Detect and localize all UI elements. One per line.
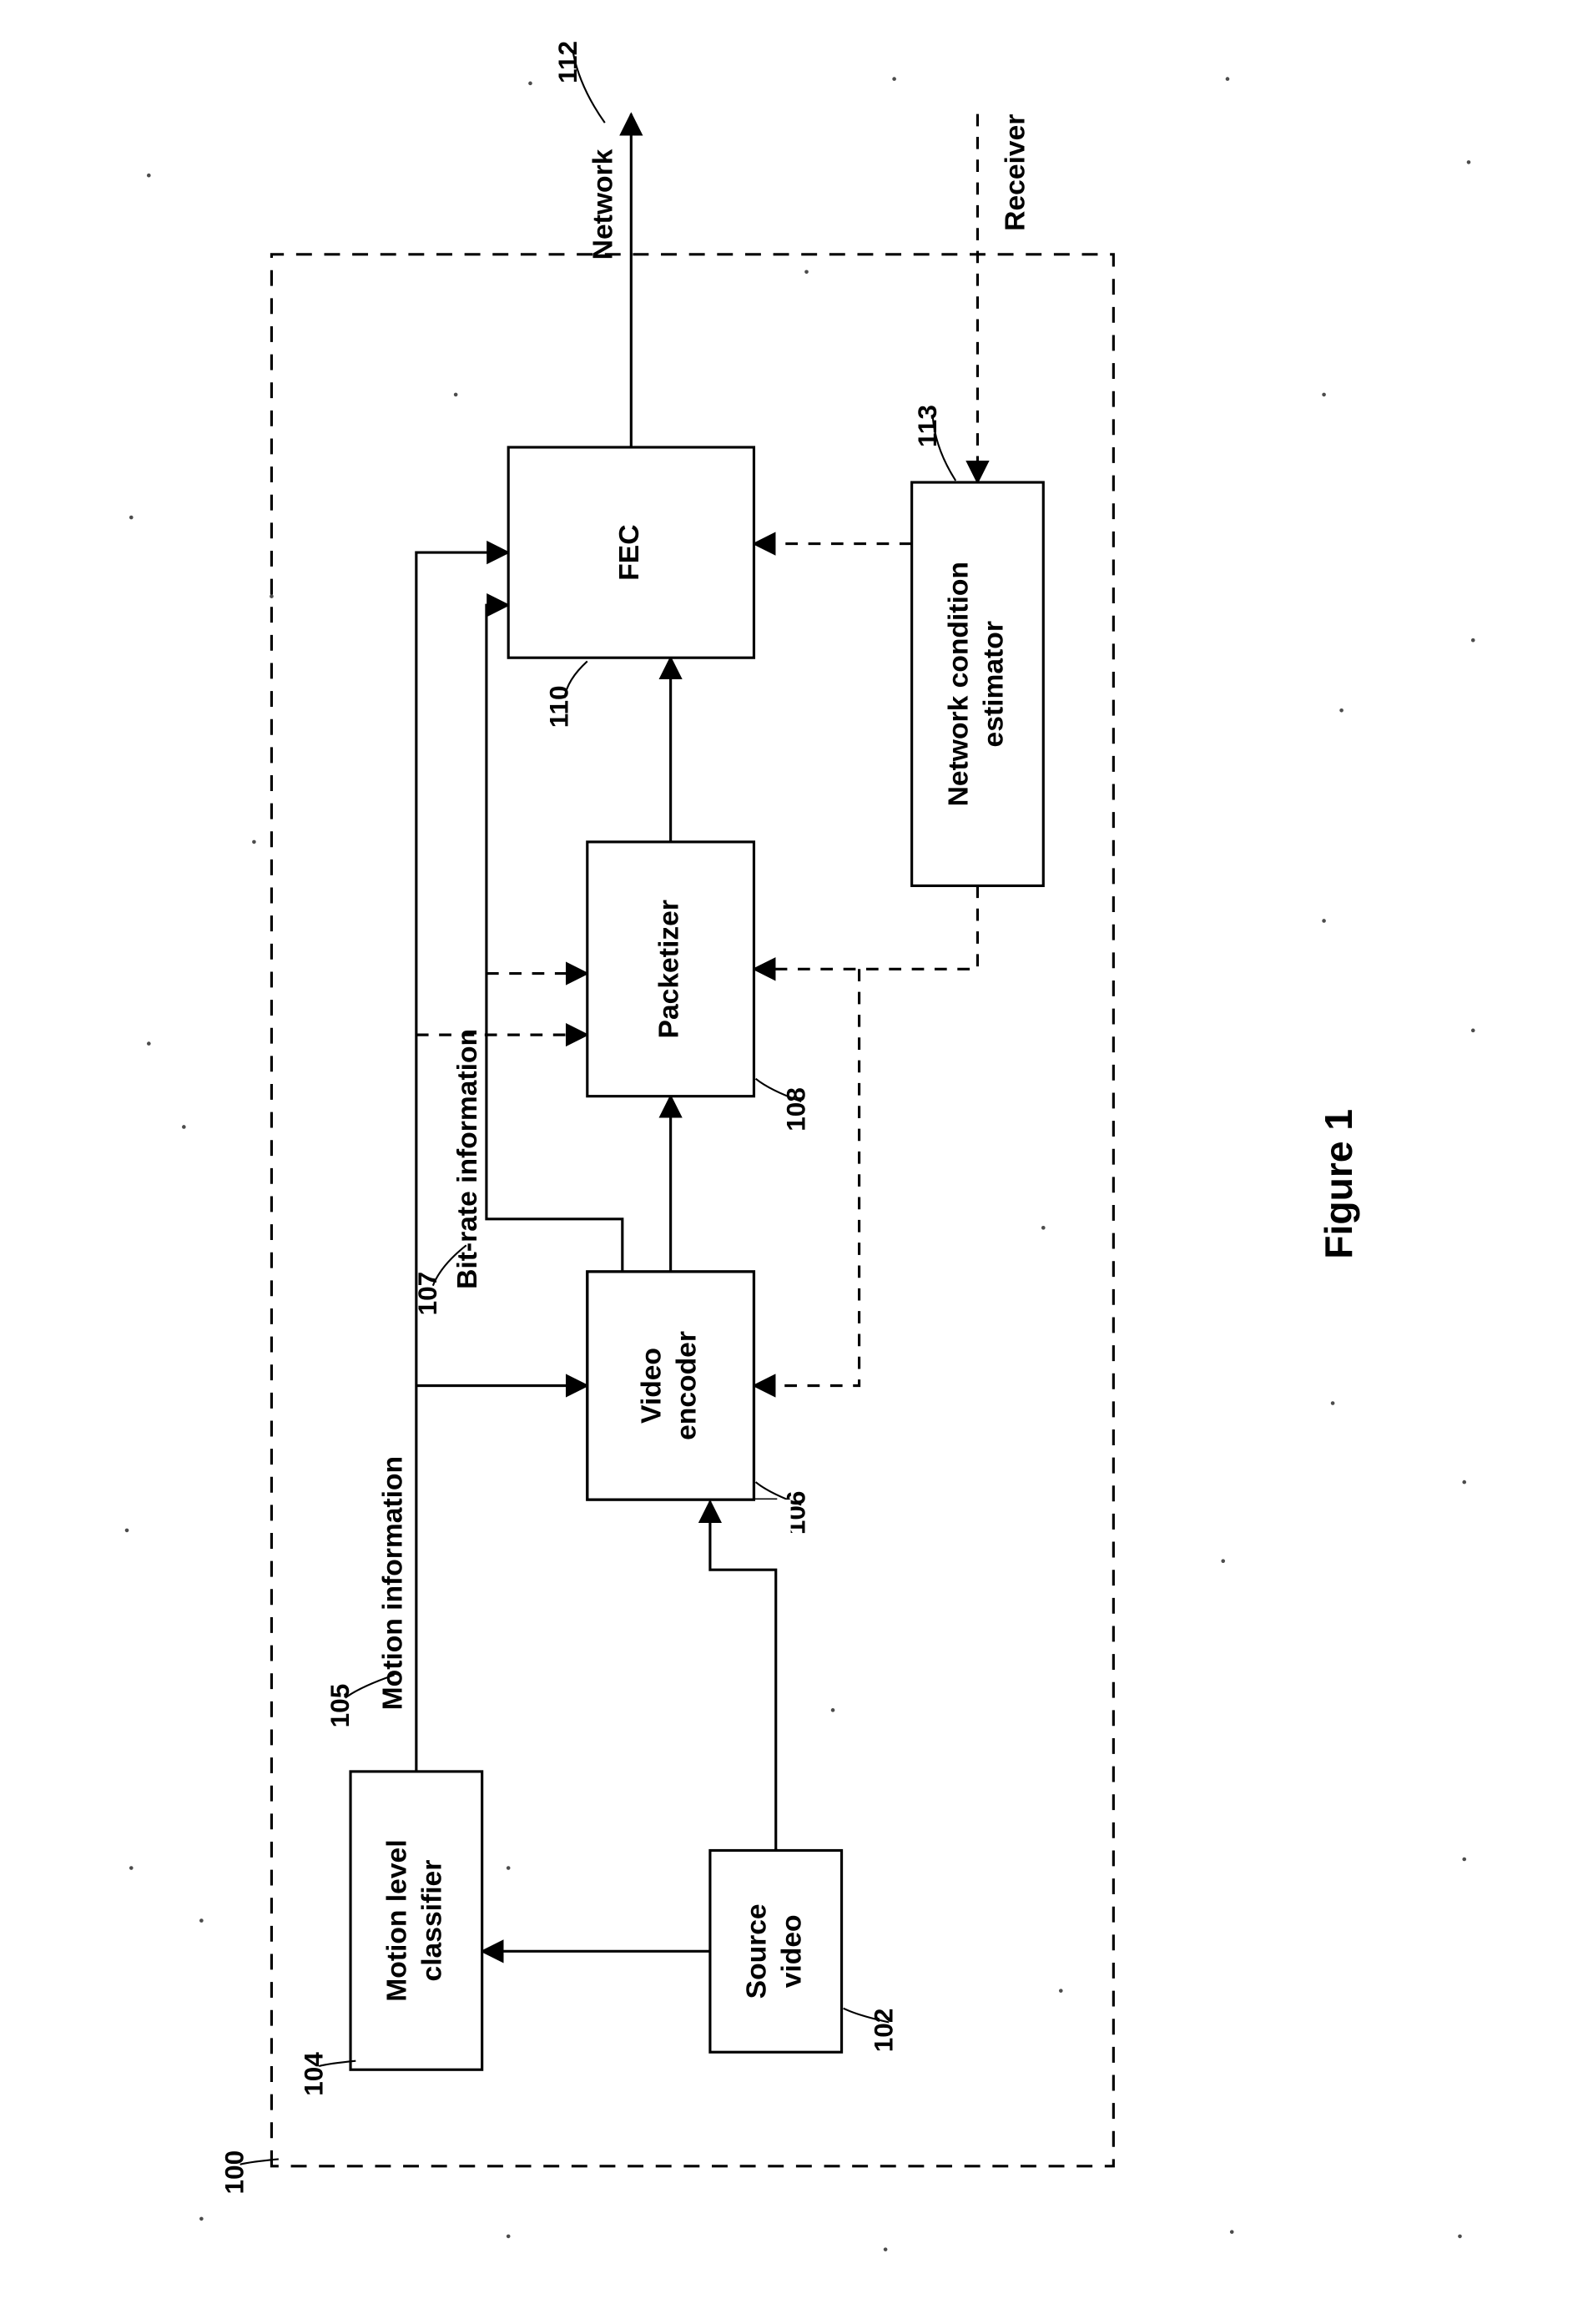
- svg-text:100: 100: [219, 2150, 250, 2195]
- svg-text:113: 113: [912, 405, 942, 447]
- svg-text:FEC: FEC: [614, 524, 645, 580]
- svg-text:classifier: classifier: [417, 1860, 448, 1982]
- svg-text:112: 112: [552, 41, 582, 83]
- svg-text:Motion level: Motion level: [382, 1839, 413, 2001]
- svg-text:Motion information: Motion information: [377, 1456, 408, 1710]
- svg-text:Source: Source: [742, 1903, 773, 1999]
- svg-text:Video: Video: [636, 1348, 667, 1424]
- svg-text:Receiver: Receiver: [1001, 114, 1031, 231]
- svg-text:encoder: encoder: [672, 1331, 703, 1440]
- svg-text:102: 102: [868, 2009, 898, 2053]
- svg-text:Network: Network: [588, 149, 619, 260]
- svg-text:Bit-rate information: Bit-rate information: [452, 1029, 483, 1289]
- svg-text:105: 105: [325, 1684, 355, 1728]
- svg-text:Packetizer: Packetizer: [654, 900, 685, 1038]
- svg-text:Figure 1: Figure 1: [1317, 1109, 1360, 1259]
- svg-text:104: 104: [298, 2052, 328, 2096]
- svg-text:107: 107: [412, 1272, 442, 1316]
- svg-text:estimator: estimator: [978, 621, 1009, 747]
- svg-text:Network condition: Network condition: [943, 562, 974, 806]
- svg-text:110: 110: [544, 685, 574, 728]
- svg-text:108: 108: [780, 1087, 810, 1132]
- svg-text:video: video: [777, 1914, 808, 1988]
